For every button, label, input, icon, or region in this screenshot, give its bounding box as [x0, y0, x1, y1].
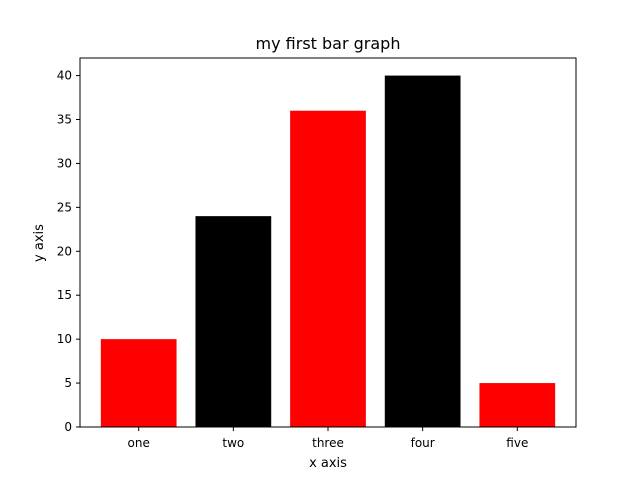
y-tick-label: 40 — [57, 69, 72, 83]
y-tick-label: 20 — [57, 244, 72, 258]
y-axis-ticks: 0 5 10 15 20 25 30 35 40 — [57, 69, 80, 434]
y-tick-label: 30 — [57, 156, 72, 170]
bar-three — [290, 110, 366, 427]
plot-frame — [79, 57, 577, 428]
bar-one — [100, 339, 177, 427]
y-tick-label: 15 — [57, 288, 72, 302]
x-tick-label-five: five — [506, 436, 528, 450]
x-tick-label-three: three — [312, 436, 344, 450]
x-axis-ticks: one two three four five — [128, 427, 528, 450]
y-tick-label: 10 — [57, 332, 72, 346]
y-tick-label: 0 — [64, 420, 72, 434]
y-axis-label: y axis — [32, 224, 47, 262]
x-tick-label-two: two — [222, 436, 244, 450]
x-tick-label-four: four — [411, 436, 435, 450]
y-tick-label: 5 — [64, 376, 72, 390]
chart-title: my first bar graph — [256, 34, 401, 53]
y-tick-label: 35 — [57, 113, 72, 127]
bar-four — [384, 75, 461, 428]
bar-five — [479, 383, 556, 427]
x-tick-label-one: one — [128, 436, 150, 450]
x-axis-label: x axis — [309, 456, 347, 471]
y-tick-label: 25 — [57, 200, 72, 214]
bar-two — [195, 216, 272, 427]
bars-group — [100, 75, 556, 428]
